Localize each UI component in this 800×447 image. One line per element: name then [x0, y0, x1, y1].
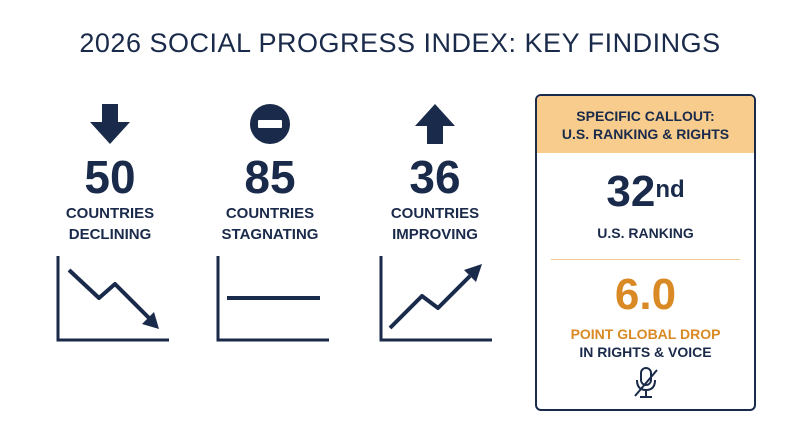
stat-label-line2: DECLINING [68, 226, 152, 243]
us-callout-card: SPECIFIC CALLOUT: U.S. RANKING & RIGHTS … [535, 94, 756, 411]
stagnating-trend-graphic [216, 256, 329, 342]
callout-header: SPECIFIC CALLOUT: U.S. RANKING & RIGHTS [537, 96, 754, 153]
arrow-down-icon [30, 100, 190, 148]
rank-number: 32 [606, 167, 656, 216]
stat-value: 50 [84, 151, 136, 203]
stat-declining: 50 COUNTRIES DECLINING [30, 100, 190, 244]
us-rank: 32nd [537, 167, 754, 217]
drop-label-line2: IN RIGHTS & VOICE [579, 344, 712, 360]
callout-divider [551, 259, 740, 260]
declining-trend-graphic [56, 256, 169, 342]
minus-circle-icon [190, 100, 350, 148]
stat-label-line1: COUNTRIES [65, 205, 155, 222]
stat-label-line2: IMPROVING [392, 226, 478, 243]
stat-improving: 36 COUNTRIES IMPROVING [355, 100, 515, 244]
stat-label-line1: COUNTRIES [225, 205, 315, 222]
page-title: 2026 SOCIAL PROGRESS INDEX: KEY FINDINGS [79, 28, 721, 58]
rank-label: U.S. RANKING [597, 225, 694, 241]
stat-stagnating: 85 COUNTRIES STAGNATING [190, 100, 350, 244]
drop-label-line1: POINT GLOBAL DROP [570, 326, 721, 342]
stat-label-line1: COUNTRIES [390, 205, 480, 222]
rank-suffix: nd [655, 176, 685, 203]
stat-value: 36 [409, 151, 461, 203]
arrow-up-icon [355, 100, 515, 148]
muted-microphone-icon [537, 366, 754, 400]
callout-header-line1: SPECIFIC CALLOUT: [576, 107, 715, 124]
rights-drop-value: 6.0 [614, 270, 677, 319]
callout-header-line2: U.S. RANKING & RIGHTS [561, 125, 730, 142]
stat-label-line2: STAGNATING [221, 226, 319, 243]
improving-trend-graphic [379, 256, 492, 342]
stat-value: 85 [244, 151, 296, 203]
